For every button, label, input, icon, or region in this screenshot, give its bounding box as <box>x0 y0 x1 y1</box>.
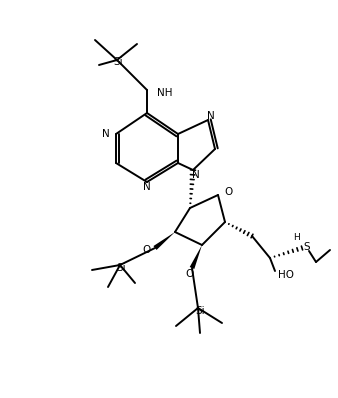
Text: O: O <box>224 187 232 197</box>
Text: Si: Si <box>195 306 205 316</box>
Text: N: N <box>143 182 151 192</box>
Text: Si: Si <box>116 263 126 273</box>
Text: N: N <box>102 129 110 139</box>
Text: N: N <box>192 170 200 180</box>
Text: S: S <box>303 242 310 252</box>
Text: O: O <box>186 269 194 279</box>
Text: H: H <box>294 232 300 242</box>
Text: O: O <box>143 245 151 255</box>
Text: NH: NH <box>157 88 172 98</box>
Text: HO: HO <box>278 270 294 280</box>
Polygon shape <box>153 232 175 250</box>
Text: N: N <box>207 111 215 121</box>
Text: Si: Si <box>113 57 123 67</box>
Polygon shape <box>190 245 202 269</box>
